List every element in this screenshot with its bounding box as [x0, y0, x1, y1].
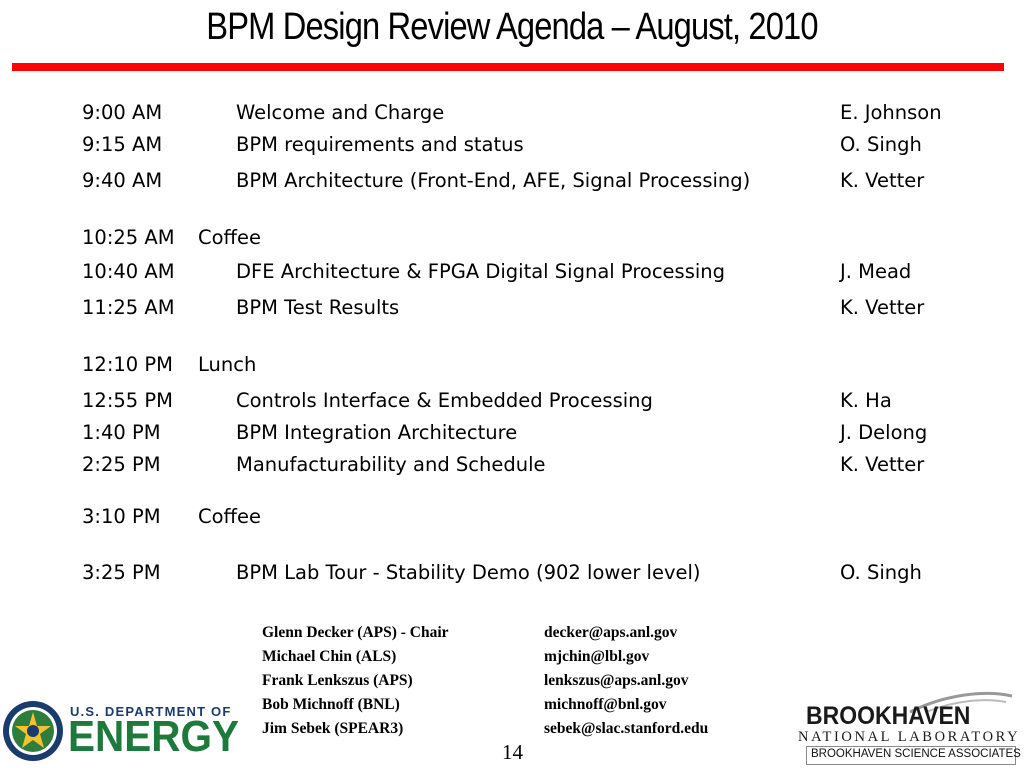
slide-title: BPM Design Review Agenda – August, 2010 — [206, 6, 818, 48]
agenda-time: 12:10 PM — [82, 353, 173, 376]
member-email: decker@aps.anl.gov — [544, 624, 678, 641]
agenda-speaker: K. Vetter — [840, 453, 925, 476]
agenda-row-break: 12:10 PM Lunch — [0, 353, 1024, 381]
agenda-topic: Welcome and Charge — [236, 101, 445, 124]
agenda-time: 10:25 AM — [82, 226, 175, 249]
agenda-time: 9:40 AM — [82, 169, 163, 192]
agenda-topic: BPM Architecture (Front-End, AFE, Signal… — [236, 169, 751, 192]
doe-logo-main-text: ENERGY — [68, 712, 239, 761]
agenda-row: 1:40 PM BPM Integration Architecture J. … — [0, 421, 1024, 449]
agenda-time: 2:25 PM — [82, 453, 161, 476]
agenda-topic: Lunch — [198, 353, 257, 376]
committee-member: Glenn Decker (APS) - Chair decker@aps.an… — [262, 624, 782, 648]
agenda-time: 9:15 AM — [82, 133, 163, 156]
agenda-row: 3:25 PM BPM Lab Tour - Stability Demo (9… — [0, 561, 1024, 589]
agenda-topic: DFE Architecture & FPGA Digital Signal P… — [236, 260, 726, 283]
member-name: Jim Sebek (SPEAR3) — [262, 720, 404, 737]
member-email: lenkszus@aps.anl.gov — [544, 672, 689, 689]
doe-seal-icon — [3, 701, 63, 761]
page-number: 14 — [502, 740, 523, 764]
agenda-speaker: O. Singh — [840, 133, 922, 156]
bnl-swoosh-icon — [909, 691, 1013, 714]
member-name: Bob Michnoff (BNL) — [262, 696, 400, 713]
bnl-logo-associates: BROOKHAVEN SCIENCE ASSOCIATES — [811, 748, 1021, 760]
agenda-row-break: 10:25 AM Coffee — [0, 226, 1024, 254]
committee-member: Frank Lenkszus (APS) lenkszus@aps.anl.go… — [262, 672, 782, 696]
member-name: Glenn Decker (APS) - Chair — [262, 624, 449, 641]
bnl-logo-name: BROOKHAVEN — [806, 702, 971, 730]
member-email: michnoff@bnl.gov — [544, 696, 667, 713]
review-committee: Glenn Decker (APS) - Chair decker@aps.an… — [262, 624, 782, 744]
agenda-topic: Coffee — [198, 226, 261, 249]
agenda-row: 9:40 AM BPM Architecture (Front-End, AFE… — [0, 169, 1024, 197]
member-name: Michael Chin (ALS) — [262, 648, 397, 665]
agenda-topic: Coffee — [198, 505, 261, 528]
agenda-topic: Controls Interface & Embedded Processing — [236, 389, 653, 412]
doe-logo: U.S. DEPARTMENT OF ENERGY — [2, 698, 252, 764]
agenda-row-break: 3:10 PM Coffee — [0, 505, 1024, 533]
agenda-topic: BPM Lab Tour - Stability Demo (902 lower… — [236, 561, 701, 584]
agenda-time: 11:25 AM — [82, 296, 175, 319]
agenda-topic: BPM Test Results — [236, 296, 400, 319]
agenda-speaker: K. Vetter — [840, 169, 925, 192]
agenda-list: 9:00 AM Welcome and Charge E. Johnson 9:… — [0, 101, 1024, 589]
agenda-row: 9:00 AM Welcome and Charge E. Johnson — [0, 101, 1024, 129]
agenda-topic: BPM requirements and status — [236, 133, 524, 156]
agenda-speaker: J. Delong — [840, 421, 928, 444]
agenda-row: 2:25 PM Manufacturability and Schedule K… — [0, 453, 1024, 481]
doe-logo-top-text: U.S. DEPARTMENT OF — [70, 704, 232, 719]
committee-member: Bob Michnoff (BNL) michnoff@bnl.gov — [262, 696, 782, 720]
member-email: mjchin@lbl.gov — [544, 648, 650, 665]
bnl-logo: BROOKHAVEN NATIONAL LABORATORY BROOKHAVE… — [796, 690, 1021, 766]
agenda-time: 9:00 AM — [82, 101, 163, 124]
title-divider — [12, 63, 1004, 71]
member-email: sebek@slac.stanford.edu — [544, 720, 709, 737]
agenda-speaker: E. Johnson — [840, 101, 942, 124]
agenda-time: 3:10 PM — [82, 505, 161, 528]
committee-member: Jim Sebek (SPEAR3) sebek@slac.stanford.e… — [262, 720, 782, 744]
agenda-row: 9:15 AM BPM requirements and status O. S… — [0, 133, 1024, 161]
agenda-speaker: K. Vetter — [840, 296, 925, 319]
agenda-time: 12:55 PM — [82, 389, 173, 412]
agenda-time: 1:40 PM — [82, 421, 161, 444]
agenda-time: 3:25 PM — [82, 561, 161, 584]
agenda-topic: Manufacturability and Schedule — [236, 453, 546, 476]
agenda-row: 11:25 AM BPM Test Results K. Vetter — [0, 296, 1024, 324]
agenda-row: 12:55 PM Controls Interface & Embedded P… — [0, 389, 1024, 417]
agenda-speaker: J. Mead — [840, 260, 912, 283]
agenda-speaker: K. Ha — [840, 389, 892, 412]
agenda-topic: BPM Integration Architecture — [236, 421, 518, 444]
agenda-speaker: O. Singh — [840, 561, 922, 584]
agenda-row: 10:40 AM DFE Architecture & FPGA Digital… — [0, 260, 1024, 288]
agenda-time: 10:40 AM — [82, 260, 175, 283]
bnl-logo-bar — [806, 746, 1016, 765]
committee-member: Michael Chin (ALS) mjchin@lbl.gov — [262, 648, 782, 672]
member-name: Frank Lenkszus (APS) — [262, 672, 413, 689]
bnl-logo-subtitle: NATIONAL LABORATORY — [798, 729, 1021, 745]
